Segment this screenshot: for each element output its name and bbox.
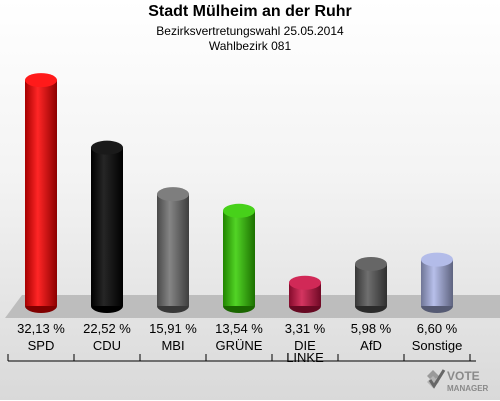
value-label: 6,60 % [417,321,458,336]
category-label: CDU [93,338,121,353]
bar-cdu [91,140,123,313]
value-label: 15,91 % [149,321,197,336]
category-label: Sonstige [412,338,463,353]
bar-mbi [157,187,189,313]
bar-afd [355,256,387,313]
value-label: 32,13 % [17,321,65,336]
labels-group: 32,13 % SPD 22,52 % CDU 15,91 % MBI 13,54 % GRÜ… [7,321,471,365]
logo-text-manager: MANAGER [447,384,489,393]
category-label: GRÜNE [216,338,263,353]
bar-sonstige [421,252,453,313]
vote-manager-logo: VOTE MANAGER [425,366,497,396]
value-label: 22,52 % [83,321,131,336]
category-label: MBI [161,338,184,353]
bar-spd [25,73,57,313]
logo-text-vote: VOTE [447,369,480,383]
category-label: AfD [360,338,382,353]
chart-subtitle: Bezirksvertretungswahl 25.05.2014 [156,24,344,38]
value-label: 3,31 % [285,321,326,336]
chart-title: Stadt Mülheim an der Ruhr [148,3,352,20]
value-label: 13,54 % [215,321,263,336]
value-label: 5,98 % [351,321,392,336]
bars-group [25,73,453,313]
chart-district: Wahlbezirk 081 [208,39,292,53]
checkmark-icon [427,369,446,389]
bar-grüne [223,203,255,313]
category-label: SPD [28,338,55,353]
category-label: DIE LINKE [286,338,324,365]
bar-die-linke [289,275,321,313]
